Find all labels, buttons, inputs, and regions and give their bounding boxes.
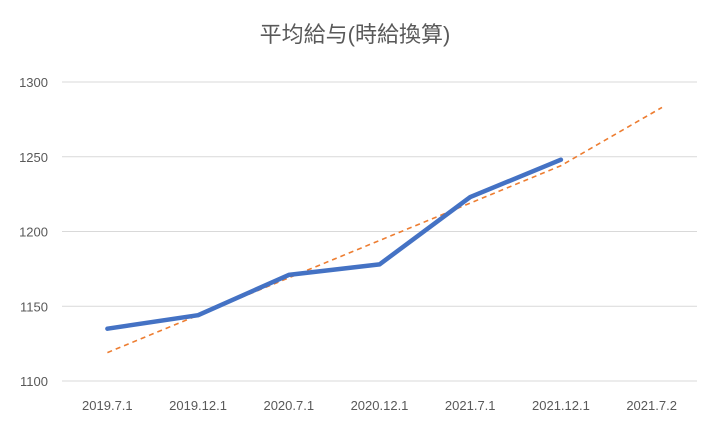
- gridlines: [62, 81, 697, 382]
- y-tick-label: 1200: [19, 225, 48, 240]
- x-tick-label: 2020.12.1: [351, 398, 409, 413]
- x-tick-label: 2021.7.1: [445, 398, 496, 413]
- trendline: [107, 106, 663, 354]
- y-tick-label: 1250: [19, 150, 48, 165]
- y-tick-label: 1150: [20, 299, 48, 314]
- x-tick-label: 2019.12.1: [169, 398, 227, 413]
- y-tick-label: 1300: [19, 75, 48, 90]
- x-tick-label: 2021.7.2: [626, 398, 677, 413]
- y-axis-ticks: 1100 1150 1200 1250 1300: [19, 75, 48, 389]
- series-group: [105, 106, 663, 354]
- x-tick-label: 2020.7.1: [263, 398, 314, 413]
- x-tick-label: 2021.12.1: [532, 398, 590, 413]
- y-tick-label: 1100: [20, 374, 48, 389]
- x-tick-label: 2019.7.1: [82, 398, 133, 413]
- x-axis-ticks: 2019.7.1 2019.12.1 2020.7.1 2020.12.1 2021.7…: [82, 398, 677, 413]
- chart-title: 平均給与(時給換算): [260, 22, 451, 47]
- series-line: [105, 157, 564, 331]
